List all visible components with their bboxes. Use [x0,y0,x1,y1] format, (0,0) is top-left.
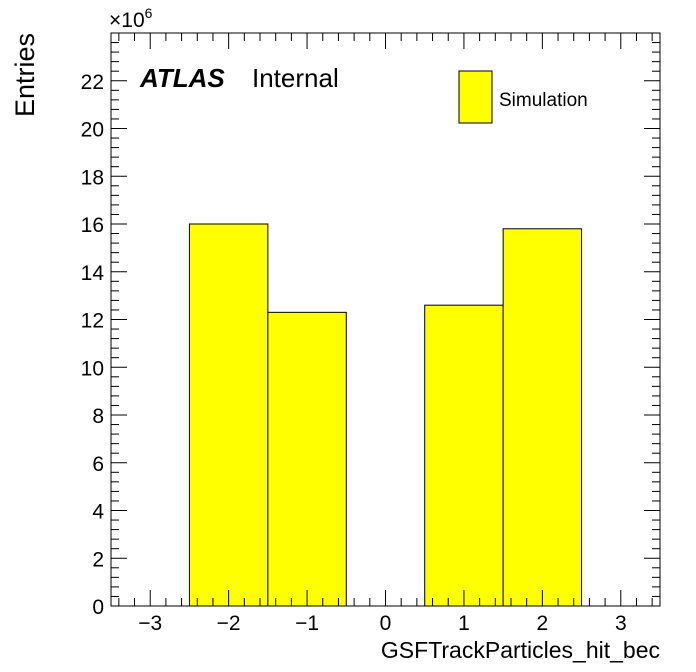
x-tick-labels: −3 −2 −1 0 1 2 3 [138,612,626,635]
y-tick-label: 8 [92,405,104,428]
y-tick-label: 6 [92,453,104,476]
y-tick-labels: 0 2 4 6 8 10 12 14 16 18 20 22 [81,71,105,619]
y-multiplier-exponent: 6 [145,5,153,21]
x-tick-label: −2 [217,612,241,635]
atlas-label: ATLAS [139,63,225,93]
internal-label: Internal [252,63,339,93]
y-tick-label: 18 [81,166,104,189]
y-multiplier: ×106 [109,5,153,32]
x-tick-label: −1 [295,612,319,635]
y-tick-label: 4 [92,501,104,524]
y-tick-label: 12 [81,310,104,333]
y-tick-label: 16 [81,214,104,237]
y-tick-label: 22 [81,71,104,94]
histogram-bars [188,223,583,607]
y-tick-label: 10 [81,357,104,380]
y-tick-label: 0 [92,596,104,619]
y-multiplier-base: ×10 [109,9,145,32]
bar-1 [267,311,347,607]
x-axis-label: GSFTrackParticles_hit_bec [381,637,660,663]
bar-0 [188,223,269,607]
x-tick-label: 3 [615,612,627,635]
x-tick-label: 1 [458,612,470,635]
y-tick-label: 20 [81,119,104,142]
y-tick-label: 2 [92,548,104,571]
legend-label-simulation: Simulation [499,90,588,111]
bar-3 [502,228,583,607]
y-tick-label: 14 [81,262,105,285]
x-tick-label: 0 [380,612,392,635]
plot-frame [110,32,661,607]
legend: Simulation [458,70,588,124]
x-tick-label: −3 [138,612,162,635]
y-axis-label: Entries [10,33,40,117]
bar-2 [424,304,504,607]
legend-swatch-simulation [458,70,493,124]
x-tick-label: 2 [537,612,549,635]
axis-ticks [111,32,660,607]
